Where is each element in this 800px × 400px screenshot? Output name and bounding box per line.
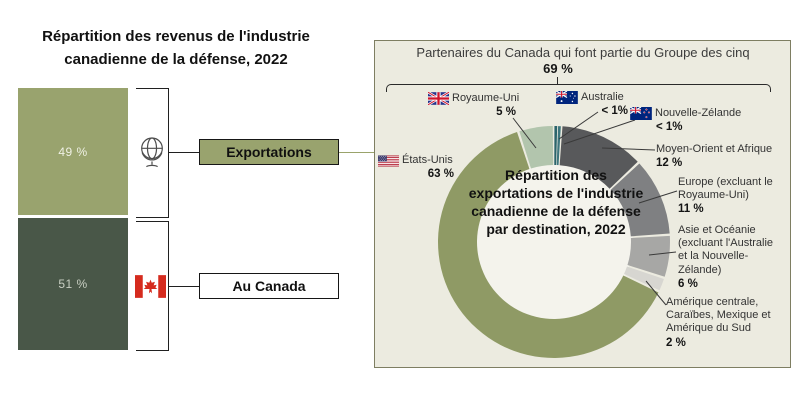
uk-flag-icon: [428, 92, 449, 106]
donut-label-value: 5 %: [496, 106, 516, 119]
bar-segment-au-canada: 51 %: [18, 218, 128, 350]
leader-line: [645, 280, 667, 306]
donut-label-value: 2 %: [666, 336, 686, 349]
connector-exportations: [169, 152, 199, 153]
donut-center-title: Répartition des exportations de l'indust…: [468, 167, 644, 237]
donut-label-name: Amérique centrale, Caraïbes, Mexique et …: [666, 296, 771, 335]
leader-line: [512, 117, 537, 149]
donut-label-nouvelle-zelande: Nouvelle-Zélande < 1%: [630, 107, 748, 135]
bar-segment-au-canada-value: 51 %: [58, 277, 88, 292]
exportations-label-box: Exportations: [199, 139, 339, 165]
donut-label-value: < 1%: [601, 105, 628, 118]
leader-line: [648, 251, 677, 256]
bracket-exportations: [136, 88, 169, 218]
donut-label-name: Royaume-Uni: [452, 92, 520, 104]
left-chart-title: Répartition des revenus de l'industrie c…: [42, 28, 310, 68]
group-share-bracket: [386, 84, 771, 92]
donut-segment-australie: [554, 126, 558, 166]
new-zealand-flag-icon: [630, 107, 652, 121]
panel-header: Partenaires du Canada qui font partie du…: [416, 45, 750, 60]
bar-segment-exportations-value: 49 %: [58, 144, 88, 159]
donut-label-europe: Europe (excluant le Royaume-Uni) 11 %: [678, 176, 776, 217]
leader-line: [558, 111, 599, 140]
connector-to-panel: [339, 152, 374, 153]
group-share-bracket-tick: [557, 77, 558, 85]
donut-label-name: Moyen-Orient et Afrique: [656, 143, 773, 155]
donut-segment-asie_oceanie: [627, 235, 670, 277]
globe-icon: [135, 133, 168, 173]
connector-au-canada: [169, 286, 199, 287]
donut-label-value: 11 %: [678, 203, 704, 216]
donut-label-royaume-uni: Royaume-Uni 5 %: [428, 92, 524, 120]
bracket-au-canada: [136, 221, 169, 351]
donut-segment-europe: [610, 163, 670, 237]
donut-label-etats-unis: États-Unis 63 %: [378, 154, 458, 182]
donut-label-australie: Australie < 1%: [556, 91, 632, 119]
donut-label-value: 12 %: [656, 157, 683, 170]
leader-line: [601, 147, 656, 151]
group-share-value: 69 %: [543, 61, 573, 76]
donut-segment-moyen_orient_afrique: [559, 126, 638, 189]
donut-segment-nouvelle_zelande: [556, 126, 561, 166]
donut-label-name: États-Unis: [402, 154, 453, 166]
australia-flag-icon: [556, 91, 578, 105]
donut-label-amerique: Amérique centrale, Caraïbes, Mexique et …: [666, 296, 782, 350]
donut-label-name: Europe (excluant le Royaume-Uni): [678, 176, 773, 202]
donut-label-name: Nouvelle-Zélande: [655, 107, 742, 119]
revenue-stacked-bar: 49 % 51 %: [18, 88, 128, 350]
bar-segment-exportations: 49 %: [18, 88, 128, 216]
exports-donut-chart: [438, 111, 678, 358]
us-flag-icon: [378, 155, 399, 167]
donut-label-name: Australie: [581, 91, 624, 103]
leader-line: [638, 190, 678, 204]
canada-flag-icon: [134, 273, 167, 299]
au-canada-label-box: Au Canada: [199, 273, 339, 299]
donut-label-moyen-orient-afrique: Moyen-Orient et Afrique 12 %: [656, 143, 790, 171]
donut-label-value: 63 %: [427, 168, 454, 181]
leader-line: [563, 119, 636, 145]
donut-label-name: Asie et Océanie (excluant l'Australie et…: [678, 224, 774, 276]
donut-label-value: < 1%: [656, 121, 683, 134]
donut-segment-etats_unis: [438, 132, 659, 358]
donut-segment-amerique: [624, 266, 664, 291]
donut-label-asie-oceanie: Asie et Océanie (excluant l'Australie et…: [678, 224, 784, 292]
donut-label-value: 6 %: [678, 277, 698, 290]
